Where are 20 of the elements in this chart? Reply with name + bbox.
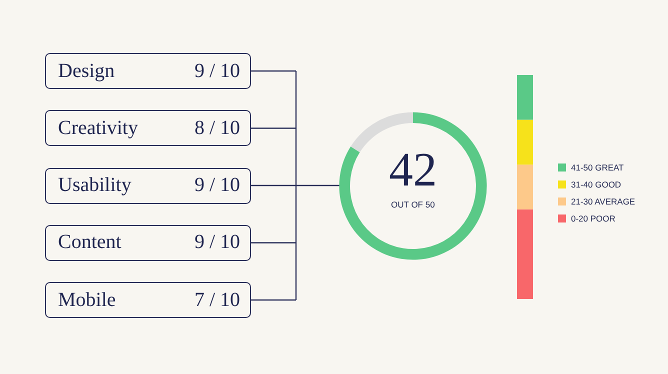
bar [517,120,533,165]
text: Mobile [58,288,116,312]
legend-label: 41-50 GREAT [571,162,624,172]
text: 42 [389,144,437,196]
text: Content [58,231,122,254]
legend-label: 21-30 AVERAGE [571,196,636,206]
bar [517,209,533,299]
text: 7 / 10 [194,288,240,312]
text: OUT OF 50 [391,200,436,210]
text: 8 / 10 [194,116,240,140]
text: 9 / 10 [194,174,240,197]
text: Design [58,60,115,82]
legend-label: 31-40 GOOD [571,180,622,190]
text: 9 / 10 [194,60,240,82]
bar [517,164,533,210]
text: Usability [58,174,132,197]
bar [517,75,533,120]
legend-label: 0-20 POOR [571,214,616,224]
text: Creativity [58,116,138,140]
text: 9 / 10 [194,231,240,254]
